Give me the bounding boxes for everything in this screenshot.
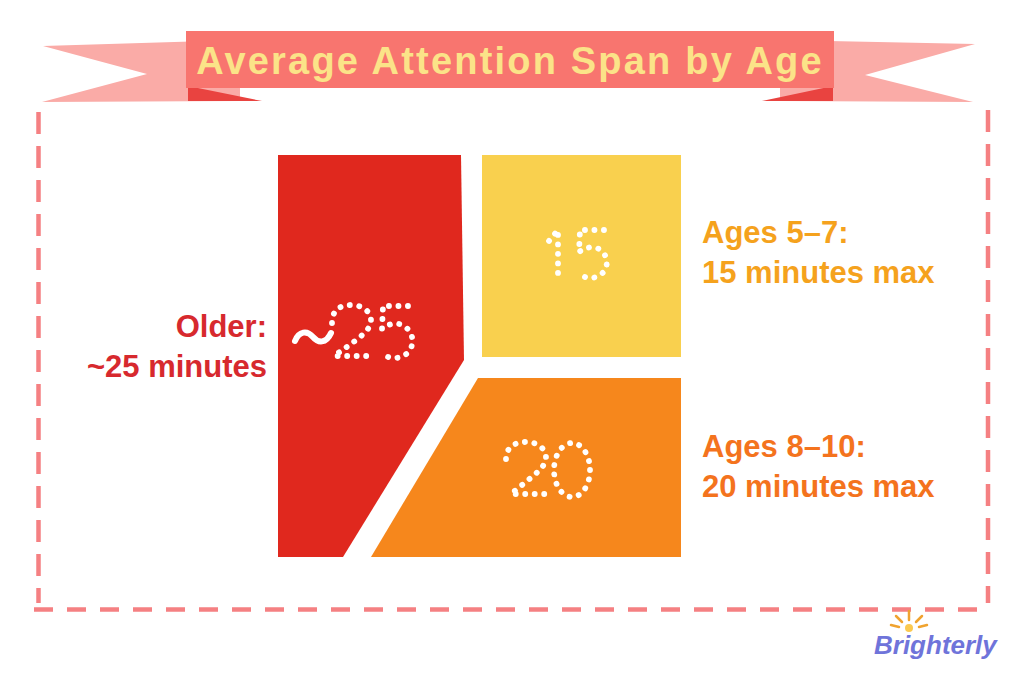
sun-ray [896, 616, 902, 622]
sun-ray [891, 625, 899, 627]
label-ages-8-10: Ages 8–10: 20 minutes max [702, 427, 935, 507]
sun-ray [916, 616, 922, 622]
label-ages-5-7-line2: 15 minutes max [702, 253, 935, 293]
ribbon-title: Average Attention Span by Age [186, 32, 834, 89]
label-ages-8-10-line1: Ages 8–10: [702, 427, 935, 467]
logo-brighterly: Brighterly [874, 630, 997, 661]
infographic-canvas: Average Attention Span by Age Older: ~25… [0, 0, 1024, 683]
label-ages-5-7-line1: Ages 5–7: [702, 213, 935, 253]
block-ages-5-7 [482, 155, 681, 357]
label-ages-5-7: Ages 5–7: 15 minutes max [702, 213, 935, 293]
label-ages-8-10-line2: 20 minutes max [702, 467, 935, 507]
sun-ray [919, 625, 927, 627]
label-older: Older: ~25 minutes [40, 307, 267, 387]
label-older-line1: Older: [40, 307, 267, 347]
label-older-line2: ~25 minutes [40, 347, 267, 387]
sun-icon [891, 611, 927, 632]
